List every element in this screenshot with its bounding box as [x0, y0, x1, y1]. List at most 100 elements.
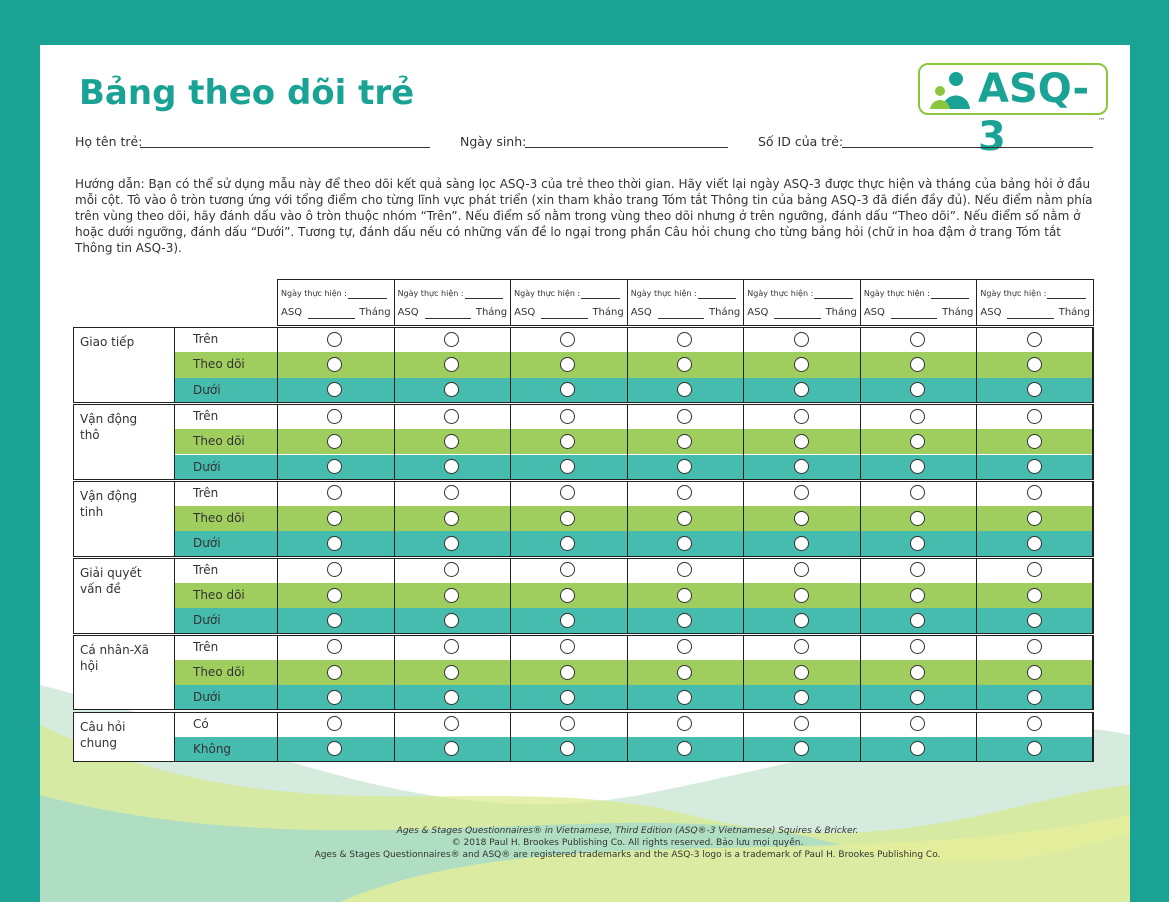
grid-line: [743, 403, 745, 480]
radio-circle: [1026, 408, 1042, 424]
waves: [40, 685, 1130, 902]
grid-line: [976, 480, 978, 557]
radio-circle: [910, 536, 926, 552]
radio-circle: [327, 459, 343, 475]
section-label: Cá nhân-Xã hội: [73, 634, 175, 711]
radio-circle: [327, 433, 343, 449]
grid-line: [626, 403, 628, 480]
grid-line: [1093, 557, 1094, 634]
radio-circle: [1026, 510, 1042, 526]
logo: ASQ-3 ™: [918, 63, 1108, 160]
radio-circle: [443, 664, 459, 680]
grid-line: [510, 327, 512, 403]
logo-text: ASQ-3: [978, 66, 1090, 160]
radio-circle: [1026, 689, 1042, 705]
grid-line: [743, 327, 745, 403]
row-label: Dưới: [193, 459, 221, 474]
date-label: Ngày thực hiện :: [514, 289, 581, 298]
radio-circle: [443, 612, 459, 628]
field-line: [140, 147, 430, 148]
radio-circle: [793, 689, 809, 705]
radio-circle: [793, 459, 809, 475]
column-header: Ngày thực hiện : ASQ Tháng: [510, 279, 628, 326]
grid-line: [393, 557, 395, 634]
row: Trên: [175, 557, 1093, 583]
radio-circle: [560, 741, 576, 757]
footer: Ages & Stages Questionnaires® in Vietnam…: [40, 825, 1130, 861]
radio-circle: [327, 485, 343, 501]
radio-circle: [560, 612, 576, 628]
radio-circle: [560, 562, 576, 578]
section-box: [175, 403, 1093, 480]
row-label: Theo dõi: [193, 434, 245, 449]
column-header: Ngày thực hiện : ASQ Tháng: [859, 279, 978, 326]
date-line: [348, 298, 387, 299]
grid-line: [976, 403, 978, 480]
radio-circle: [793, 741, 809, 757]
section-label: Câu hỏi chung: [73, 711, 175, 763]
asq-line: [890, 318, 938, 319]
date-line: [814, 298, 853, 299]
radio-circle: [327, 587, 343, 603]
radio-circle: [910, 741, 926, 757]
radio-circle: [793, 639, 809, 655]
radio-circle: [327, 612, 343, 628]
radio-circle: [560, 689, 576, 705]
field-label: Số ID của trẻ:: [758, 134, 844, 149]
row-label: Có: [193, 716, 209, 731]
radio-circle: [443, 331, 459, 347]
grid-line: [277, 480, 278, 557]
grid-line: [976, 634, 978, 711]
row: Không: [175, 736, 1093, 763]
radio-circle: [443, 741, 459, 757]
field-line: [525, 147, 728, 148]
radio-circle: [327, 562, 343, 578]
radio-circle: [677, 382, 692, 398]
row: Trên: [175, 634, 1093, 660]
grid-line: [859, 557, 861, 634]
grid-line: [277, 403, 278, 480]
radio-circle: [443, 485, 459, 501]
asq-line: [541, 318, 588, 319]
month-label: Tháng: [825, 307, 857, 318]
row-label: Dưới: [193, 613, 221, 628]
radio-circle: [443, 639, 459, 655]
radio-circle: [677, 331, 692, 347]
radio-circle: [327, 639, 343, 655]
radio-circle: [1026, 485, 1042, 501]
row: Dưới: [175, 608, 1093, 634]
radio-circle: [443, 716, 459, 732]
section-label: Giao tiếp: [73, 327, 175, 403]
grid-line: [859, 327, 861, 403]
section-label: Vận động tinh: [73, 480, 175, 557]
radio-circle: [443, 356, 459, 372]
date-line: [697, 298, 737, 299]
grid-line: [743, 557, 745, 634]
radio-circle: [443, 382, 459, 398]
row: Theo dõi: [175, 352, 1093, 378]
radio-circle: [560, 587, 576, 603]
section-label: Giải quyết vấn đề: [73, 557, 175, 634]
grid-line: [1093, 403, 1094, 480]
grid-line: [1093, 480, 1094, 557]
month-label: Tháng: [942, 307, 974, 318]
radio-circle: [327, 510, 343, 526]
row: Theo dõi: [175, 429, 1093, 455]
radio-circle: [910, 356, 926, 372]
date-label: Ngày thực hiện :: [630, 289, 697, 298]
radio-circle: [910, 562, 926, 578]
month-label: Tháng: [709, 307, 741, 318]
tracking-table: Ngày thực hiện : ASQ Tháng Ngày thực hiện :…: [73, 279, 1094, 763]
radio-circle: [793, 716, 809, 732]
radio-circle: [910, 716, 926, 732]
grid-line: [277, 711, 278, 763]
grid-line: [393, 480, 395, 557]
grid-line: [626, 327, 628, 403]
grid-line: [1093, 711, 1094, 763]
month-label: Tháng: [475, 307, 508, 318]
section-box: [175, 557, 1093, 634]
date-line: [930, 298, 970, 299]
grid-line: [393, 327, 395, 403]
radio-circle: [560, 716, 576, 732]
